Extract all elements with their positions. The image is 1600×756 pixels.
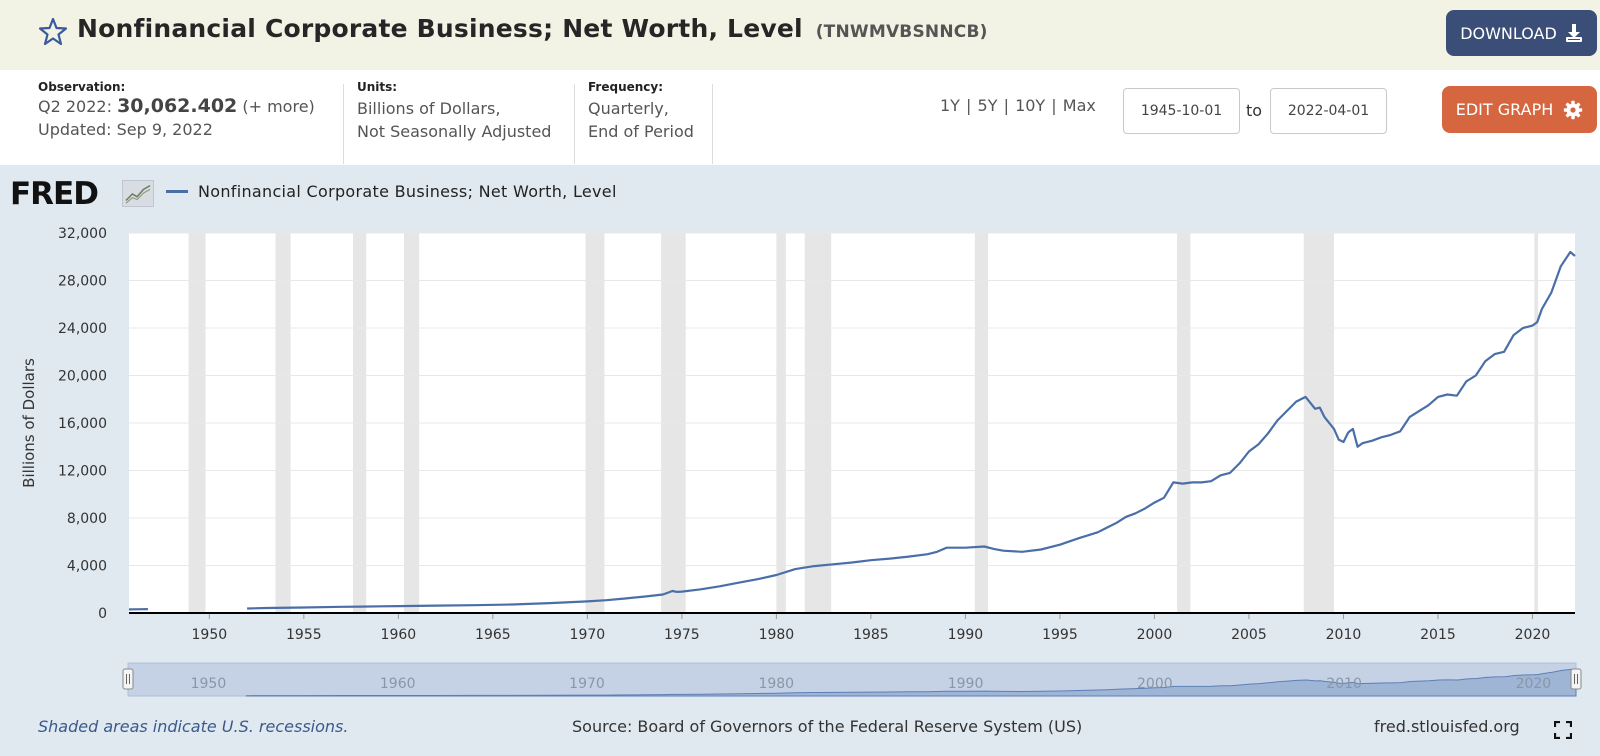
x-tick-label: 1950 [192,627,228,643]
units-block: Units: Billions of Dollars, Not Seasonal… [357,80,551,160]
y-axis-label: Billions of Dollars [20,358,38,488]
y-tick-label: 8,000 [67,511,107,527]
navigator-handle[interactable] [122,668,134,690]
edit-graph-button[interactable]: EDIT GRAPH [1442,86,1597,133]
y-tick-label: 32,000 [58,226,107,242]
x-tick-label: 1975 [664,627,700,643]
updated-date: Updated: Sep 9, 2022 [38,120,213,139]
navigator-series [245,668,1577,697]
observation-label: Observation: [38,80,126,94]
star-icon[interactable] [38,17,68,47]
units-line2: Not Seasonally Adjusted [357,122,552,141]
download-icon [1565,24,1582,42]
recession-note: Shaded areas indicate U.S. recessions. [38,717,349,736]
navigator-tick-label: 1960 [380,676,416,692]
x-tick-label: 1965 [475,627,511,643]
range-1y[interactable]: 1Y [940,96,960,115]
navigator-tick-label: 2000 [1137,676,1173,692]
download-label: DOWNLOAD [1460,23,1557,43]
page-title: Nonfinancial Corporate Business; Net Wor… [77,14,988,43]
range-5y[interactable]: 5Y [977,96,998,115]
navigator-handle[interactable] [1570,668,1582,690]
y-tick-label: 24,000 [58,321,107,337]
y-tick-label: 16,000 [58,416,107,432]
y-tick-label: 20,000 [58,369,107,385]
x-tick-label: 1990 [948,627,984,643]
x-tick-label: 1980 [759,627,795,643]
x-tick-label: 1955 [286,627,322,643]
end-date-input[interactable]: 2022-04-01 [1270,88,1387,134]
observation-value: 30,062.402 [117,95,238,117]
x-tick-label: 2005 [1231,627,1267,643]
source-note[interactable]: Source: Board of Governors of the Federa… [572,717,1083,736]
navigator-tick-label: 2020 [1516,676,1552,692]
x-tick-label: 2000 [1137,627,1173,643]
observation-period: Q2 2022: [38,97,112,116]
navigator-tick-label: 1990 [948,676,984,692]
range-selector: 1Y | 5Y | 10Y | Max [940,96,1096,115]
x-tick-label: 1985 [853,627,889,643]
series-line [247,250,1576,610]
y-tick-label: 28,000 [58,274,107,290]
info-divider [574,84,575,164]
frequency-line2: End of Period [588,122,694,141]
info-bar: Observation: Q2 2022: 30,062.402 (+ more… [0,70,1600,165]
series-id: (TNWMVBSNNCB) [815,22,988,42]
info-divider [712,84,713,164]
observation-line: Q2 2022: 30,062.402 (+ more) [38,95,315,118]
fred-logo-text: FRED [10,176,99,212]
x-tick-label: 2010 [1326,627,1362,643]
navigator-tick-label: 1970 [569,676,605,692]
observation-block: Observation: Q2 2022: 30,062.402 (+ more… [38,80,315,160]
download-button[interactable]: DOWNLOAD [1446,10,1597,56]
info-divider [343,84,344,164]
edit-graph-label: EDIT GRAPH [1455,100,1554,119]
navigator-tick-label: 1980 [758,676,794,692]
to-label: to [1246,101,1263,120]
x-tick-label: 1995 [1042,627,1078,643]
fullscreen-icon[interactable] [1554,721,1572,739]
range-separator: | [1051,96,1057,115]
y-tick-label: 12,000 [58,464,107,480]
mini-chart-logo-icon [122,180,154,207]
range-separator: | [966,96,972,115]
range-separator: | [1003,96,1009,115]
y-tick-label: 4,000 [67,559,107,575]
units-line1: Billions of Dollars, [357,99,501,118]
legend-label: Nonfinancial Corporate Business; Net Wor… [198,182,617,201]
x-tick-label: 1970 [570,627,606,643]
start-date-input[interactable]: 1945-10-01 [1123,88,1240,134]
series-title: Nonfinancial Corporate Business; Net Wor… [77,14,803,43]
frequency-block: Frequency: Quarterly, End of Period [588,80,694,160]
frequency-line1: Quarterly, [588,99,669,118]
page-header: Nonfinancial Corporate Business; Net Wor… [0,0,1600,70]
gear-icon [1564,100,1583,119]
fred-logo[interactable]: FRED [10,176,99,212]
navigator-tick-label: 1950 [191,676,227,692]
navigator-tick-label: 2010 [1326,676,1362,692]
frequency-label: Frequency: [588,80,664,94]
chart-legend: Nonfinancial Corporate Business; Net Wor… [166,182,617,201]
range-10y[interactable]: 10Y [1015,96,1046,115]
observation-more-link[interactable]: (+ more) [242,97,315,116]
units-label: Units: [357,80,398,94]
y-tick-label: 0 [98,606,107,622]
range-max[interactable]: Max [1062,96,1096,115]
x-tick-label: 1960 [381,627,417,643]
fred-url[interactable]: fred.stlouisfed.org [1374,717,1520,736]
x-tick-label: 2015 [1420,627,1456,643]
x-tick-label: 2020 [1515,627,1551,643]
legend-line-swatch [166,190,188,193]
